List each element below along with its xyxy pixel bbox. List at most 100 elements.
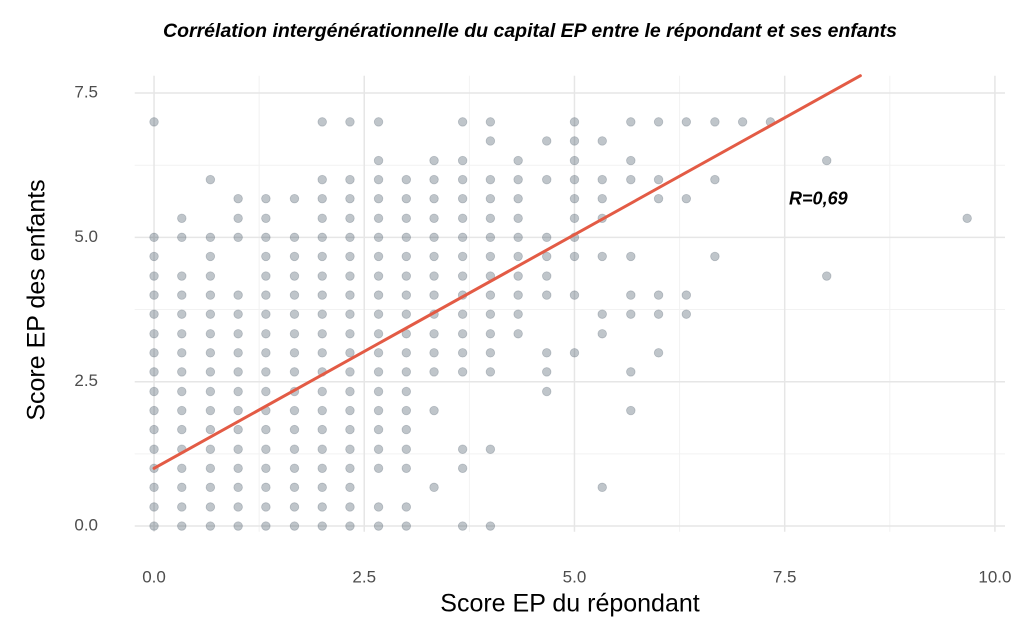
point: [401, 232, 412, 243]
x-tick-label: 2.5: [352, 567, 376, 586]
point: [317, 502, 327, 512]
point: [233, 521, 243, 531]
point: [205, 521, 216, 531]
point: [429, 405, 439, 416]
point: [345, 290, 355, 300]
point: [626, 367, 636, 377]
point: [233, 502, 243, 512]
point: [233, 386, 243, 397]
point: [569, 136, 580, 146]
point: [261, 329, 271, 339]
point: [261, 521, 271, 531]
point: [401, 290, 412, 300]
point: [485, 521, 496, 531]
point: [485, 348, 496, 358]
point: [457, 117, 468, 127]
annotation: R=0,69: [789, 189, 848, 209]
point: [149, 386, 159, 397]
point: [233, 367, 243, 377]
point: [177, 309, 187, 319]
point: [597, 193, 607, 204]
point: [345, 463, 355, 473]
point: [373, 463, 384, 473]
point: [149, 290, 159, 300]
point: [289, 271, 300, 281]
point: [233, 290, 243, 300]
point: [261, 251, 271, 262]
point: [429, 174, 439, 185]
point: [345, 405, 355, 416]
point: [429, 271, 439, 281]
point: [597, 174, 607, 185]
point: [261, 444, 271, 454]
point: [233, 405, 243, 416]
point: [177, 232, 187, 243]
point: [205, 444, 216, 454]
point: [345, 213, 355, 224]
point: [653, 290, 664, 300]
point: [345, 117, 355, 127]
point: [233, 444, 243, 454]
point: [457, 444, 468, 454]
point: [401, 174, 412, 185]
point: [485, 290, 496, 300]
point: [401, 521, 412, 531]
point: [569, 251, 580, 262]
point: [485, 213, 496, 224]
point: [149, 271, 159, 281]
point: [289, 444, 300, 454]
point: [401, 405, 412, 416]
point: [261, 271, 271, 281]
point: [597, 136, 607, 146]
point: [429, 482, 439, 493]
point: [345, 193, 355, 204]
point: [373, 232, 384, 243]
point: [261, 232, 271, 243]
point: [205, 367, 216, 377]
point: [205, 463, 216, 473]
point: [177, 424, 187, 435]
point: [373, 444, 384, 454]
point: [205, 482, 216, 493]
point: [261, 290, 271, 300]
point: [233, 232, 243, 243]
point: [401, 309, 412, 319]
point: [177, 386, 187, 397]
point: [261, 213, 271, 224]
point: [317, 232, 327, 243]
point: [962, 213, 972, 224]
point: [597, 309, 607, 319]
point: [317, 444, 327, 454]
point: [149, 424, 159, 435]
point: [177, 271, 187, 281]
point: [149, 367, 159, 377]
y-tick-label: 5.0: [74, 227, 98, 246]
point: [373, 213, 384, 224]
point: [626, 405, 636, 416]
point: [205, 271, 216, 281]
point: [345, 271, 355, 281]
point: [513, 309, 523, 319]
point: [317, 193, 327, 204]
point: [345, 174, 355, 185]
point: [261, 424, 271, 435]
point: [317, 174, 327, 185]
point: [542, 174, 552, 185]
point: [289, 521, 300, 531]
x-tick-label: 0.0: [142, 567, 166, 586]
point: [485, 232, 496, 243]
point: [653, 309, 664, 319]
point: [457, 251, 468, 262]
point: [261, 367, 271, 377]
point: [542, 290, 552, 300]
point: [626, 290, 636, 300]
point: [626, 174, 636, 185]
point: [233, 309, 243, 319]
point: [401, 444, 412, 454]
point: [317, 309, 327, 319]
point: [597, 329, 607, 339]
point: [205, 348, 216, 358]
point: [373, 424, 384, 435]
point: [681, 290, 692, 300]
point: [373, 309, 384, 319]
